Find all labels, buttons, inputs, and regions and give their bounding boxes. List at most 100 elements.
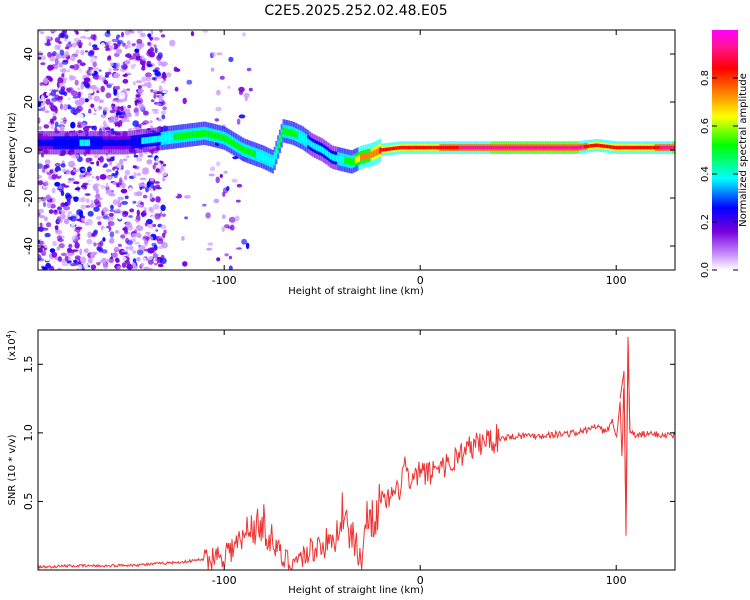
heatmap-noise-cell [109,231,115,238]
heatmap-ridge-cell [451,145,454,150]
heatmap-noise-cell [43,216,48,222]
heatmap-noise-cell [153,260,158,264]
heatmap-ridge-cell [81,139,84,147]
heatmap-ridge-cell [658,145,661,150]
heatmap-ridge-cell [166,134,169,142]
heatmap-ridge-cell [213,132,216,139]
heatmap-ridge-cell [248,148,252,156]
heatmap-noise-cell [42,266,47,270]
heatmap-ridge-cell [227,137,230,144]
heatmap-noise-cell [103,163,108,168]
heatmap-ridge-cell [407,145,410,150]
heatmap-ridge-cell [315,144,319,151]
heatmap-noise-cell [42,77,49,85]
heatmap-ridge-cell [263,154,266,161]
heatmap-ridge-cell [536,145,539,150]
heatmap-ridge-cell [494,145,497,150]
heatmap-ridge-cell [243,147,246,154]
heatmap-ridge-cell [434,145,437,150]
heatmap-noise-cell [147,204,152,208]
heatmap-noise-cell [45,262,51,269]
heatmap-noise-cell [154,213,161,220]
heatmap-ridge-cell [508,145,511,150]
heatmap-noise-cell [68,243,73,249]
heatmap-ridge-cell [305,137,308,144]
heatmap-ridge-cell [668,145,671,150]
heatmap-noise-cell [143,110,149,116]
heatmap-ridge-cell [217,133,220,140]
heatmap-ridge-cell [257,152,260,159]
heatmap-noise-cell [67,211,73,215]
heatmap-noise-cell [117,213,123,220]
heatmap-noise-cell [70,215,77,222]
heatmap-noise-cell [122,121,129,127]
heatmap-noise-cell [84,82,90,88]
heatmap-noise-cell [216,89,221,96]
heatmap-ridge-cell [77,139,80,147]
heatmap-noise-cell [148,228,153,233]
heatmap-ridge-cell [375,148,379,156]
heatmap-ridge-cell [236,142,239,150]
heatmap-noise-cell [145,231,151,235]
heatmap-noise-cell [114,246,119,251]
heatmap-ridge-cell [171,133,174,141]
heatmap-ridge-cell [294,131,297,138]
heatmap-noise-cell [202,203,207,207]
heatmap-ridge-cell [84,139,87,147]
heatmap-noise-cell [121,31,124,38]
heatmap-ridge-cell [412,145,416,150]
heatmap-ridge-cell [580,145,583,149]
heatmap-noise-cell [210,67,215,72]
heatmap-noise-cell [46,92,50,96]
heatmap-noise-cell [88,180,94,185]
heatmap-ridge-cell [638,145,641,150]
heatmap-noise-cell [155,229,159,232]
heatmap-noise-cell [125,253,131,257]
heatmap-noise-cell [81,183,88,190]
heatmap-ridge-cell [123,139,126,147]
heatmap-ridge-cell [522,145,525,150]
heatmap-ridge-cell [141,137,144,145]
heatmap-ridge-cell [582,145,585,149]
heatmap-noise-cell [118,91,126,98]
heatmap-ridge-cell [178,133,181,140]
heatmap-ridge-cell [483,145,486,150]
heatmap-ridge-cell [268,156,271,164]
heatmap-noise-cell [97,185,102,189]
heatmap-noise-cell [100,257,108,264]
heatmap-noise-cell [95,117,100,122]
heatmap-ridge-cell [218,133,222,141]
heatmap-noise-cell [56,206,63,211]
heatmap-noise-cell [61,60,69,65]
heatmap-ridge-cell [183,132,186,139]
heatmap-ridge-cell [287,128,290,136]
heatmap-noise-cell [85,113,93,118]
heatmap-ridge-cell [474,145,477,150]
heatmap-noise-cell [105,127,111,130]
heatmap-ridge-cell [453,145,456,150]
heatmap-noise-cell [83,263,89,270]
heatmap-ridge-cell [418,145,421,150]
heatmap-noise-cell [161,114,166,120]
heatmap-ridge-cell [405,145,409,150]
heatmap-ridge-cell [275,149,278,156]
heatmap-noise-cell [159,238,163,241]
heatmap-noise-cell [144,222,148,227]
heatmap-noise-cell [221,226,225,233]
heatmap-ridge-cell [63,139,66,147]
heatmap-noise-cell [92,61,97,68]
heatmap-ridge-cell [240,145,243,152]
heatmap-ridge-cell [478,145,481,150]
heatmap-noise-cell [38,225,45,233]
heatmap-noise-cell [72,196,80,200]
heatmap-noise-cell [184,194,191,199]
heatmap-ridge-cell [109,139,112,147]
heatmap-noise-cell [156,91,162,95]
heatmap-noise-cell [141,170,149,175]
heatmap-noise-cell [80,256,87,264]
heatmap-ridge-cell [585,144,588,149]
heatmap-noise-cell [138,124,142,128]
heatmap-noise-cell [38,30,41,33]
heatmap-noise-cell [122,78,129,84]
heatmap-ridge-cell [538,145,541,150]
